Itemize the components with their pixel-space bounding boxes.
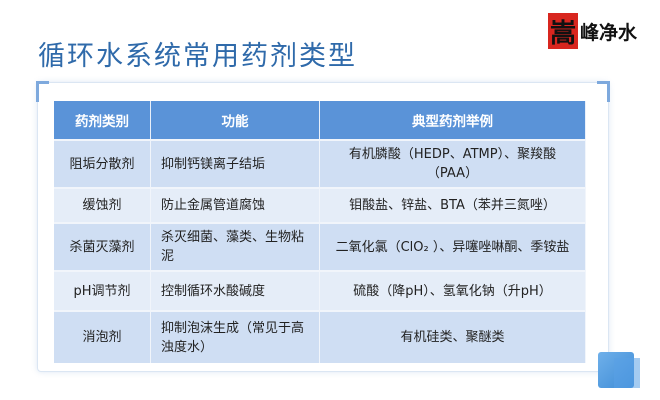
frame-corner (597, 81, 610, 102)
logo-seal: 嵩 (548, 13, 578, 49)
table-cell: 杀菌灭藻剂 (54, 222, 151, 271)
table-cell: 有机硅类、聚醚类 (319, 310, 586, 363)
column-header: 典型药剂举例 (319, 101, 586, 140)
table-row: 杀菌灭藻剂 杀灭细菌、藻类、生物粘泥 二氧化氯（ClO₂ ）、异噻唑啉酮、季铵盐 (54, 222, 586, 271)
table-cell: pH调节剂 (54, 270, 151, 311)
table-cell: 抑制钙镁离子结垢 (150, 139, 320, 188)
column-header: 功能 (150, 101, 320, 140)
table-row: 消泡剂 抑制泡沫生成（常见于高浊度水） 有机硅类、聚醚类 (54, 310, 586, 363)
table-row: 阻垢分散剂 抑制钙镁离子结垢 有机膦酸（HEDP、ATMP）、聚羧酸（PAA） (54, 139, 586, 188)
table-cell: 抑制泡沫生成（常见于高浊度水） (150, 310, 320, 363)
table-cell: 控制循环水酸碱度 (150, 270, 320, 311)
page-title: 循环水系统常用药剂类型 (38, 41, 357, 72)
table-cell: 硫酸（降pH）、氢氧化钠（升pH） (319, 270, 586, 311)
agents-table: 药剂类别 功能 典型药剂举例 阻垢分散剂 抑制钙镁离子结垢 有机膦酸（HEDP、ATMP… (54, 101, 586, 363)
brand-logo: 嵩 峰净水 (548, 13, 637, 49)
table-cell: 缓蚀剂 (54, 187, 151, 223)
table-cell: 消泡剂 (54, 310, 151, 363)
table-cell: 阻垢分散剂 (54, 139, 151, 188)
column-header: 药剂类别 (54, 101, 151, 140)
table-cell: 钼酸盐、锌盐、BTA（苯并三氮唑） (319, 187, 586, 223)
logo-text: 峰净水 (580, 21, 638, 44)
table-cell: 杀灭细菌、藻类、生物粘泥 (150, 222, 320, 271)
table-row: 缓蚀剂 防止金属管道腐蚀 钼酸盐、锌盐、BTA（苯并三氮唑） (54, 187, 586, 223)
frame-corner (36, 81, 49, 102)
table-row: pH调节剂 控制循环水酸碱度 硫酸（降pH）、氢氧化钠（升pH） (54, 270, 586, 311)
table-cell: 二氧化氯（ClO₂ ）、异噻唑啉酮、季铵盐 (319, 222, 586, 271)
table-cell: 有机膦酸（HEDP、ATMP）、聚羧酸（PAA） (319, 139, 586, 188)
decorative-square (614, 358, 640, 388)
table-cell: 防止金属管道腐蚀 (150, 187, 320, 223)
